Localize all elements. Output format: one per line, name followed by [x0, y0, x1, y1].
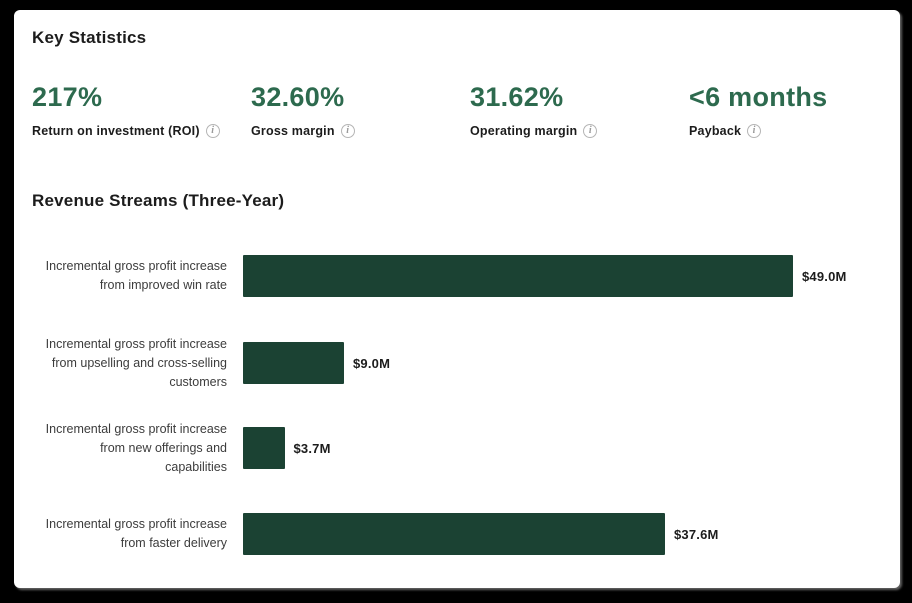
bar-value-label: $9.0M — [353, 355, 391, 371]
bar-category-label: Incremental gross profit increase from i… — [45, 259, 227, 292]
bar-value-label: $37.6M — [674, 526, 719, 542]
bar-improved-win-rate — [243, 255, 793, 297]
bar-faster-delivery — [243, 513, 665, 555]
revenue-streams-title: Revenue Streams (Three-Year) — [32, 191, 285, 210]
stat-gross-margin-value: 32.60% — [251, 82, 345, 112]
stat-operating-margin-value: 31.62% — [470, 82, 564, 112]
stat-payback-label: Payback — [689, 124, 742, 138]
chart-row: Incremental gross profit increase from u… — [32, 337, 890, 389]
bar-value-label: $3.7M — [293, 440, 331, 456]
bar-category-label: Incremental gross profit increase from n… — [45, 421, 227, 474]
bar-category-label: Incremental gross profit increase from f… — [45, 517, 227, 550]
stat-roi-label: Return on investment (ROI) — [32, 124, 200, 138]
report-card: Key Statistics 217% Return on investment… — [14, 10, 900, 588]
stat-gross-margin-label: Gross margin — [251, 124, 335, 138]
stat-payback-value: <6 months — [689, 82, 828, 112]
stat-operating-margin: 31.62% Operating margin i — [470, 82, 689, 138]
chart-row: Incremental gross profit increase from i… — [32, 255, 890, 297]
info-icon[interactable]: i — [205, 124, 220, 138]
key-statistics-title: Key Statistics — [32, 28, 147, 47]
chart-row: Incremental gross profit increase from n… — [32, 422, 890, 474]
bar-upselling-cross-selling — [243, 342, 344, 384]
bar-new-offerings — [243, 427, 285, 469]
bar-category-label: Incremental gross profit increase from u… — [45, 336, 227, 389]
stat-gross-margin: 32.60% Gross margin i — [251, 82, 470, 138]
info-icon[interactable]: i — [583, 124, 598, 138]
chart-row: Incremental gross profit increase from f… — [32, 513, 890, 555]
key-statistics-grid: 217% Return on investment (ROI) i 32.60%… — [32, 82, 908, 138]
stat-operating-margin-label: Operating margin — [470, 124, 578, 138]
bar-value-label: $49.0M — [802, 268, 847, 284]
revenue-streams-bar-chart: Incremental gross profit increase from i… — [14, 10, 900, 588]
stat-roi-value: 217% — [32, 82, 103, 112]
stat-payback: <6 months Payback i — [689, 82, 908, 138]
info-icon[interactable]: i — [340, 124, 355, 138]
stat-roi: 217% Return on investment (ROI) i — [32, 82, 251, 138]
info-icon[interactable]: i — [747, 124, 762, 138]
